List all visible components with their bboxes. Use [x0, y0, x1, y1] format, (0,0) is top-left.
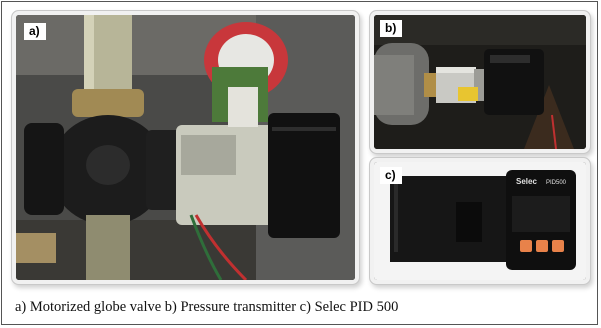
photo-selec-pid-500: Selec PID500 c) [374, 162, 586, 280]
panel-label-c: c) [380, 167, 402, 184]
panel-label-a: a) [24, 23, 46, 40]
photo-pressure-transmitter: b) [374, 15, 586, 149]
controller-photo-illustration: Selec PID500 [374, 162, 586, 280]
controller-brand-text: Selec [516, 177, 537, 186]
photo-motorized-globe-valve: a) [16, 15, 355, 280]
valve-photo-illustration [16, 15, 355, 280]
controller-model-text: PID500 [546, 180, 567, 186]
figure-caption: a) Motorized globe valve b) Pressure tra… [15, 299, 398, 316]
panel-label-b: b) [380, 20, 402, 37]
transmitter-photo-illustration [374, 15, 586, 149]
